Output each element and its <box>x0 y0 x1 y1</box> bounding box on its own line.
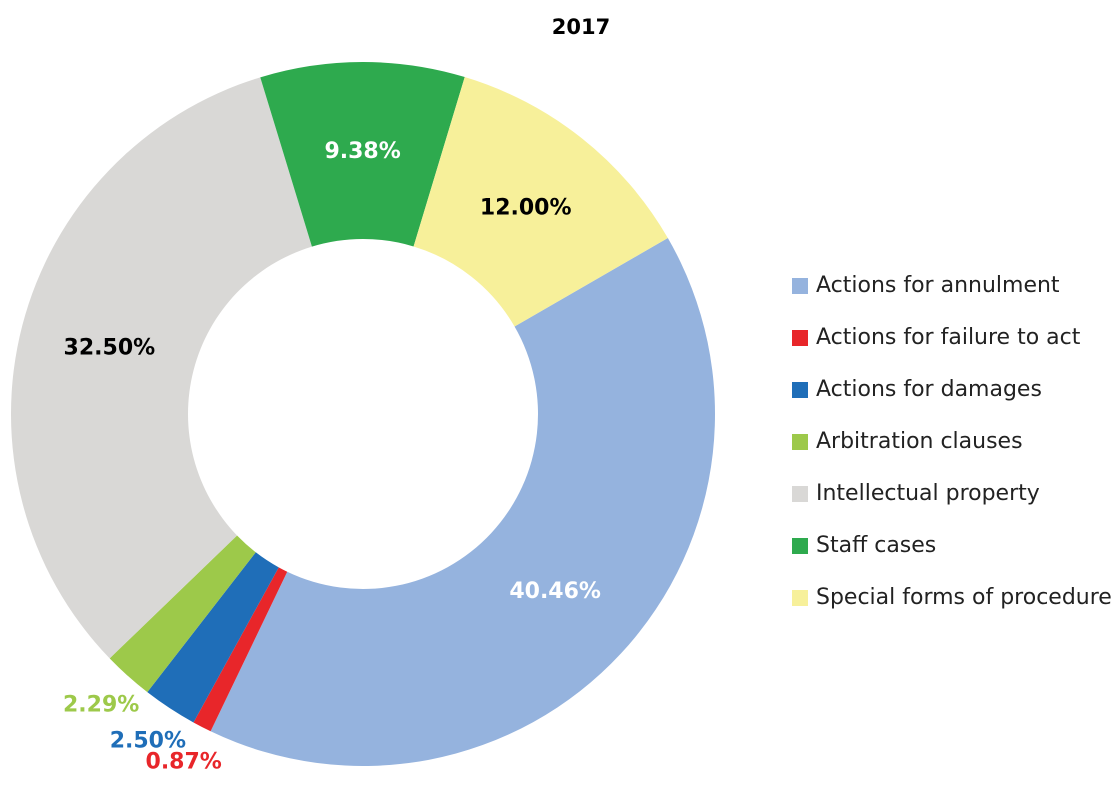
legend-swatch <box>792 590 808 606</box>
data-label: 0.87% <box>146 750 222 775</box>
donut-slice <box>147 552 279 723</box>
legend-swatch <box>792 538 808 554</box>
legend-label: Special forms of procedure <box>816 585 1112 610</box>
donut-slice <box>193 567 288 732</box>
legend-label: Actions for failure to act <box>816 325 1081 350</box>
data-label: 2.50% <box>110 729 186 754</box>
donut-slice <box>109 535 256 693</box>
legend-label: Actions for annulment <box>816 273 1060 298</box>
data-label: 40.46% <box>509 579 601 604</box>
legend-label: Staff cases <box>816 533 936 558</box>
chart-title: 2017 <box>552 15 610 39</box>
legend-swatch <box>792 434 808 450</box>
legend-label: Intellectual property <box>816 481 1040 506</box>
donut-slice <box>413 77 668 327</box>
donut-slice <box>10 77 312 659</box>
donut-slice <box>210 238 716 767</box>
data-label: 2.29% <box>63 693 139 718</box>
legend-swatch <box>792 330 808 346</box>
legend-swatch <box>792 278 808 294</box>
legend-label: Actions for damages <box>816 377 1042 402</box>
data-label: 9.38% <box>324 139 400 164</box>
legend-swatch <box>792 382 808 398</box>
legend-swatch <box>792 486 808 502</box>
data-label: 12.00% <box>480 196 572 221</box>
data-label: 32.50% <box>64 335 156 360</box>
legend-label: Arbitration clauses <box>816 429 1023 454</box>
donut-slice <box>260 62 465 247</box>
